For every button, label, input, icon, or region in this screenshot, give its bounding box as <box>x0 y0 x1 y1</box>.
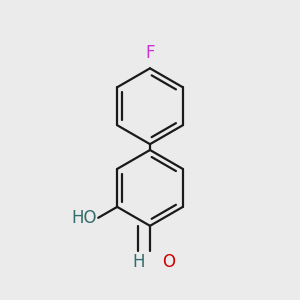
Text: F: F <box>145 44 155 62</box>
Text: O: O <box>162 253 175 271</box>
Text: HO: HO <box>71 209 97 227</box>
Text: H: H <box>132 253 145 271</box>
